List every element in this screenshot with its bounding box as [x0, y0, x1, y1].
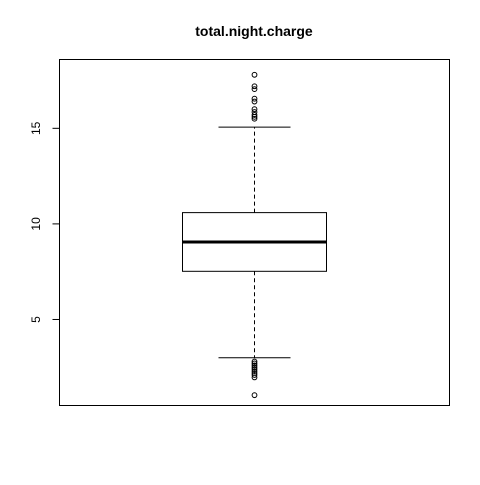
chart-title: total.night.charge	[195, 23, 313, 39]
y-tick-label: 10	[29, 217, 43, 231]
outlier-point-low	[251, 358, 258, 365]
outlier-point-low	[251, 370, 258, 376]
outlier-point-low	[251, 366, 258, 373]
y-tick-label: 5	[29, 316, 43, 323]
outlier-point-low	[251, 368, 258, 374]
outlier-point-high	[251, 95, 258, 102]
y-tick-label: 15	[29, 121, 43, 135]
outlier-point-low	[251, 364, 258, 371]
outlier-point-high	[251, 106, 258, 113]
outlier-point-high	[251, 115, 258, 122]
outlier-point-high	[251, 98, 258, 105]
box-group	[182, 126, 327, 359]
outlier-point-low	[251, 392, 258, 399]
outlier-point-high	[251, 86, 258, 93]
outlier-point-high	[251, 71, 258, 78]
outlier-point-low	[251, 362, 258, 369]
outlier-point-high	[251, 109, 258, 115]
outlier-point-high	[251, 112, 258, 118]
outlier-point-high	[251, 83, 258, 90]
outlier-points	[251, 71, 258, 399]
outlier-point-low	[251, 372, 258, 378]
y-axis-ticks: 5 10 15	[29, 121, 60, 323]
outlier-point-low	[251, 360, 258, 367]
